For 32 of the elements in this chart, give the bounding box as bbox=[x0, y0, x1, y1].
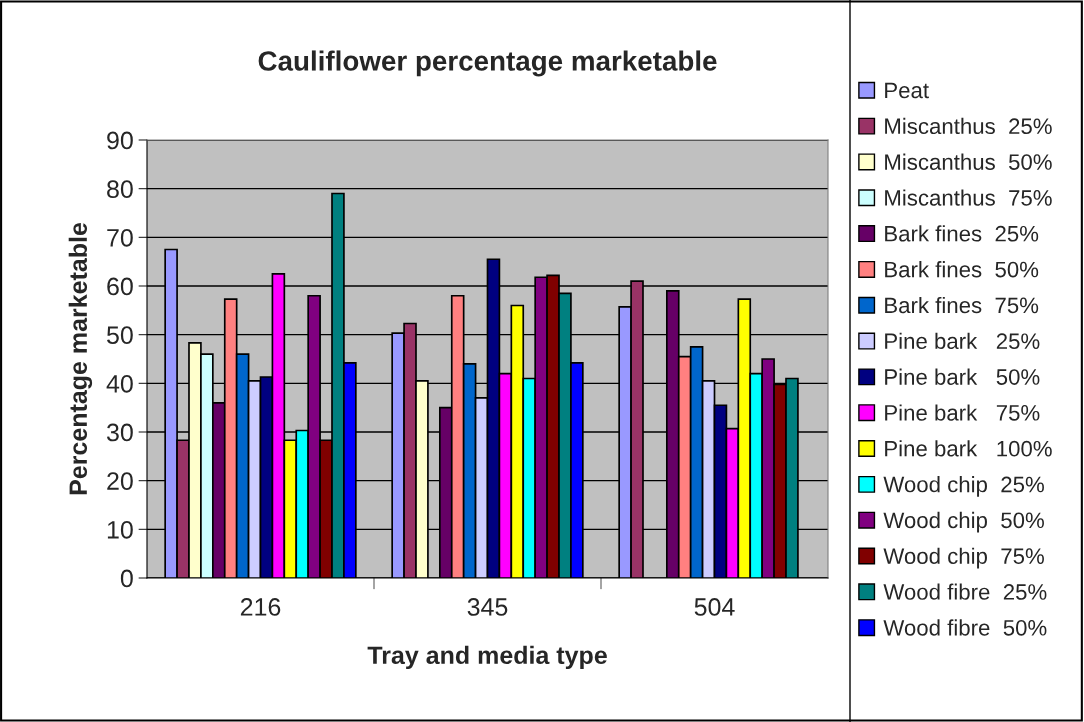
legend-label: Bark fines 50% bbox=[885, 261, 1039, 278]
legend-label: Pine bark 25% bbox=[885, 332, 1040, 350]
y-tick-label: 50 bbox=[107, 326, 133, 344]
legend-label: Bark fines 25% bbox=[885, 225, 1039, 242]
x-axis-title: Tray and media type bbox=[367, 645, 607, 670]
chart-title: Cauliflower percentage marketable bbox=[258, 50, 717, 77]
x-tick-label: 504 bbox=[694, 598, 735, 616]
x-tick-label: 216 bbox=[240, 598, 281, 616]
legend-label: Bark fines 75% bbox=[885, 296, 1039, 314]
legend-label: Wood chip 50% bbox=[883, 511, 1044, 533]
y-tick-label: 30 bbox=[106, 423, 133, 442]
legend-label: Wood fibre 50% bbox=[883, 619, 1047, 636]
y-tick-label: 60 bbox=[107, 277, 133, 296]
y-tick-label: 80 bbox=[107, 180, 133, 198]
legend-label: Wood chip 25% bbox=[883, 476, 1044, 497]
legend-label: Peat bbox=[885, 82, 929, 99]
legend-label: Pine bark 100% bbox=[885, 440, 1052, 457]
y-axis-title: Percentage marketable bbox=[68, 222, 93, 495]
legend-label: Miscanthus 75% bbox=[885, 189, 1052, 206]
y-tick-label: 10 bbox=[107, 520, 133, 539]
legend-label: Wood chip 75% bbox=[883, 547, 1044, 569]
legend-label: Pine bark 75% bbox=[885, 404, 1040, 421]
legend-label: Wood fibre 25% bbox=[883, 583, 1047, 600]
legend-label: Miscanthus 50% bbox=[885, 153, 1052, 170]
x-tick-label: 345 bbox=[467, 598, 508, 616]
y-tick-label: 0 bbox=[120, 569, 133, 588]
legend-label: Pine bark 50% bbox=[885, 368, 1040, 385]
y-tick-label: 70 bbox=[107, 228, 133, 247]
y-tick-label: 20 bbox=[107, 472, 133, 490]
y-tick-label: 40 bbox=[106, 374, 133, 393]
y-tick-label: 90 bbox=[107, 131, 133, 150]
legend-label: Miscanthus 25% bbox=[885, 117, 1052, 135]
